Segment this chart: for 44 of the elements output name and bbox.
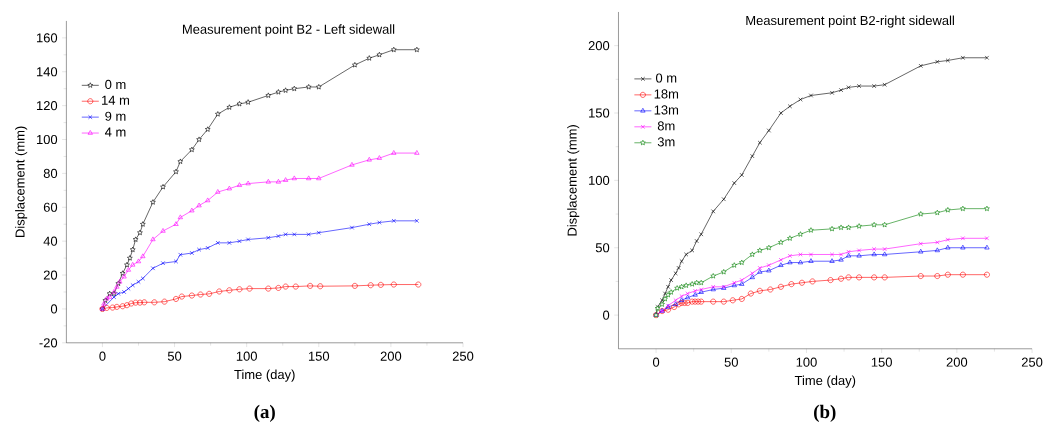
x-tick-label: 50 (167, 351, 182, 361)
y-tick-label: 100 (589, 176, 610, 186)
y-tick-label: 80 (43, 169, 58, 179)
x-tick-label: 100 (796, 357, 817, 367)
y-tick-label: 100 (36, 135, 58, 145)
y-tick-label: 40 (43, 236, 58, 246)
x-tick-label: 250 (1021, 357, 1043, 367)
legend-label: 4 m (104, 127, 126, 137)
x-axis-title: Time (day) (794, 375, 856, 388)
x-tick-label: 50 (724, 357, 738, 367)
x-tick-label: 150 (308, 351, 330, 361)
x-tick-label: 0 (652, 357, 660, 367)
y-tick-label: 0 (50, 304, 58, 314)
legend-label: 0 m (655, 73, 677, 83)
legend-label: 8m (657, 121, 675, 131)
x-tick-label: 200 (380, 351, 402, 361)
legend-label: 0 m (105, 80, 126, 90)
y-tick-label: 20 (43, 270, 58, 280)
chart-title: Measurement point B2 - Left sidewall (182, 24, 395, 37)
y-tick-label: 140 (36, 67, 58, 77)
text: (a) (254, 405, 275, 423)
text: (b) (814, 405, 836, 423)
chart-title: Measurement point B2-right sidewall (746, 15, 954, 28)
y-tick-label: -20 (39, 338, 58, 348)
y-tick-label: 150 (589, 108, 610, 118)
legend-label: 14 m (102, 96, 130, 105)
legend-label: 18m (654, 89, 679, 99)
x-tick-label: 250 (452, 351, 474, 361)
y-tick-label: 60 (43, 202, 58, 213)
x-tick-label: 200 (946, 357, 968, 367)
x-tick-label: 0 (99, 351, 106, 361)
legend-label: 9 m (105, 111, 126, 122)
y-tick-label: 160 (36, 33, 58, 43)
legend-label: 3m (657, 137, 675, 147)
y-tick-label: 120 (36, 101, 58, 111)
y-tick-label: 50 (595, 243, 610, 253)
x-tick-label: 150 (871, 357, 892, 367)
x-tick-label: 100 (236, 351, 257, 361)
y-tick-label: 200 (588, 41, 610, 51)
x-axis-title: Time (day) (234, 369, 295, 382)
y-axis-title: Displacement (mm) (15, 126, 28, 238)
y-tick-label: 0 (603, 310, 610, 320)
y-axis-title: Displacement (mm) (567, 125, 580, 236)
legend-label: 13m (654, 105, 679, 115)
